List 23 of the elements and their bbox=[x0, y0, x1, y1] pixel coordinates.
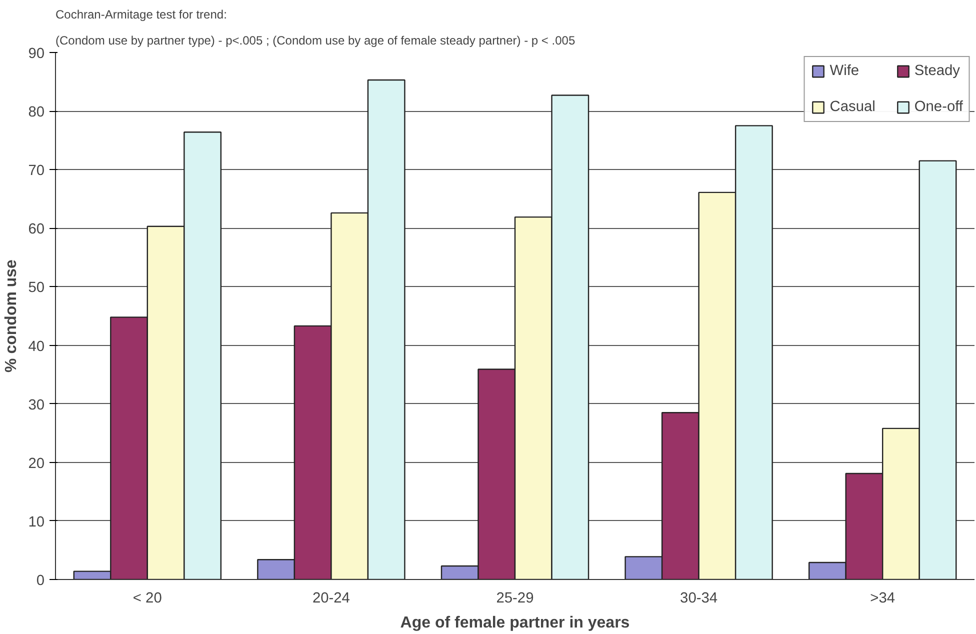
y-tick-label: 20 bbox=[28, 456, 45, 472]
y-tick-label: 50 bbox=[28, 280, 45, 296]
x-tick-label: 20-24 bbox=[312, 590, 350, 606]
y-tick-label: 40 bbox=[28, 338, 45, 355]
chart-title: Cochran-Armitage test for trend: bbox=[56, 8, 227, 22]
x-tick-label: < 20 bbox=[132, 590, 162, 606]
y-tick-label: 0 bbox=[36, 573, 45, 589]
x-tick-label: 30-34 bbox=[680, 590, 718, 606]
legend-label: Wife bbox=[830, 63, 860, 79]
chart-subtitle: (Condom use by partner type) - p<.005 ; (Condom use by age of female steady partner) - p < .005 bbox=[56, 34, 576, 48]
x-tick-label: >34 bbox=[870, 590, 896, 606]
y-tick-label: 10 bbox=[28, 514, 45, 530]
y-axis-title: % condom use bbox=[3, 259, 20, 372]
y-tick-label: 80 bbox=[28, 104, 45, 121]
legend-label: Steady bbox=[914, 63, 960, 79]
legend-label: Casual bbox=[830, 99, 876, 115]
x-axis-title: Age of female partner in years bbox=[400, 614, 630, 632]
y-tick-label: 60 bbox=[28, 222, 45, 238]
legend-label: One-off bbox=[914, 99, 963, 115]
y-tick-label: 30 bbox=[28, 397, 45, 414]
y-tick-label: 70 bbox=[28, 163, 45, 180]
y-tick-label: 90 bbox=[28, 46, 45, 62]
x-tick-label: 25-29 bbox=[496, 590, 534, 606]
